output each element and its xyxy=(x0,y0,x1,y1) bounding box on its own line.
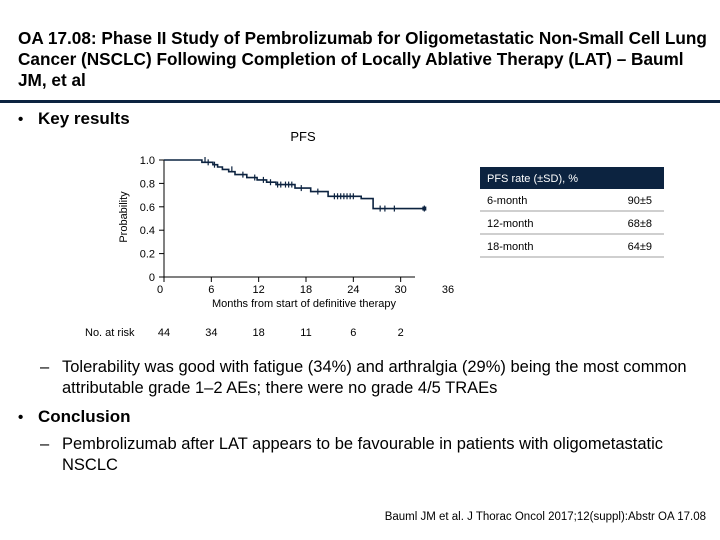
legend-row-value: 64±9 xyxy=(628,241,652,253)
at-risk-count: 2 xyxy=(398,327,404,339)
tolerability-text: Tolerability was good with fatigue (34%)… xyxy=(62,358,687,397)
tolerability-item: – Tolerability was good with fatigue (34… xyxy=(40,357,700,399)
title-divider xyxy=(0,100,720,103)
dash-marker: – xyxy=(40,435,50,453)
at-risk-label: No. at risk xyxy=(85,327,135,339)
at-risk-count: 18 xyxy=(253,327,265,339)
x-tick-label: 12 xyxy=(253,284,265,296)
y-tick-label: 0.6 xyxy=(140,202,155,214)
legend-row-value: 68±8 xyxy=(628,218,652,230)
legend-header-bar xyxy=(480,167,664,189)
bullet-key-results: • Key results xyxy=(18,109,130,129)
dash-marker: – xyxy=(40,358,50,376)
chart-title: PFS xyxy=(290,129,316,144)
x-tick-label: 6 xyxy=(208,284,214,296)
legend-header: PFS rate (±SD), % xyxy=(487,173,578,185)
legend-row-value: 90±5 xyxy=(628,195,652,207)
bullet-conclusion-text: Conclusion xyxy=(38,407,131,426)
at-risk-count: 34 xyxy=(205,327,217,339)
bullet-icon: • xyxy=(18,111,24,128)
x-tick-label: 24 xyxy=(347,284,359,296)
x-tick-label: 18 xyxy=(300,284,312,296)
y-tick-label: 0.2 xyxy=(140,249,155,261)
bullet-key-results-text: Key results xyxy=(38,109,130,128)
reference-citation: Bauml JM et al. J Thorac Oncol 2017;12(s… xyxy=(384,511,706,523)
conclusion-item: – Pembrolizumab after LAT appears to be … xyxy=(40,434,700,476)
at-risk-count: 6 xyxy=(350,327,356,339)
legend-row-label: 18-month xyxy=(487,241,533,253)
x-tick-label: 30 xyxy=(395,284,407,296)
y-tick-label: 0.8 xyxy=(140,178,155,190)
x-axis-label: Months from start of definitive therapy xyxy=(212,298,397,310)
conclusion-text: Pembrolizumab after LAT appears to be fa… xyxy=(62,435,664,474)
at-risk-count: 44 xyxy=(158,327,170,339)
y-tick-label: 0.4 xyxy=(140,225,155,237)
x-tick-label: 0 xyxy=(157,284,163,296)
x-tick-label: 36 xyxy=(442,284,454,296)
slide-title: OA 17.08: Phase II Study of Pembrolizuma… xyxy=(18,28,707,90)
legend-row-label: 12-month xyxy=(487,218,533,230)
y-tick-label: 1.0 xyxy=(140,155,155,167)
bullet-conclusion: • Conclusion xyxy=(18,407,131,427)
pfs-survival-curve xyxy=(164,159,425,210)
at-risk-count: 11 xyxy=(300,327,311,339)
y-tick-label: 0 xyxy=(149,272,155,284)
bullet-icon: • xyxy=(18,409,24,426)
y-axis-label: Probability xyxy=(118,191,130,243)
legend-row-label: 6-month xyxy=(487,195,527,207)
